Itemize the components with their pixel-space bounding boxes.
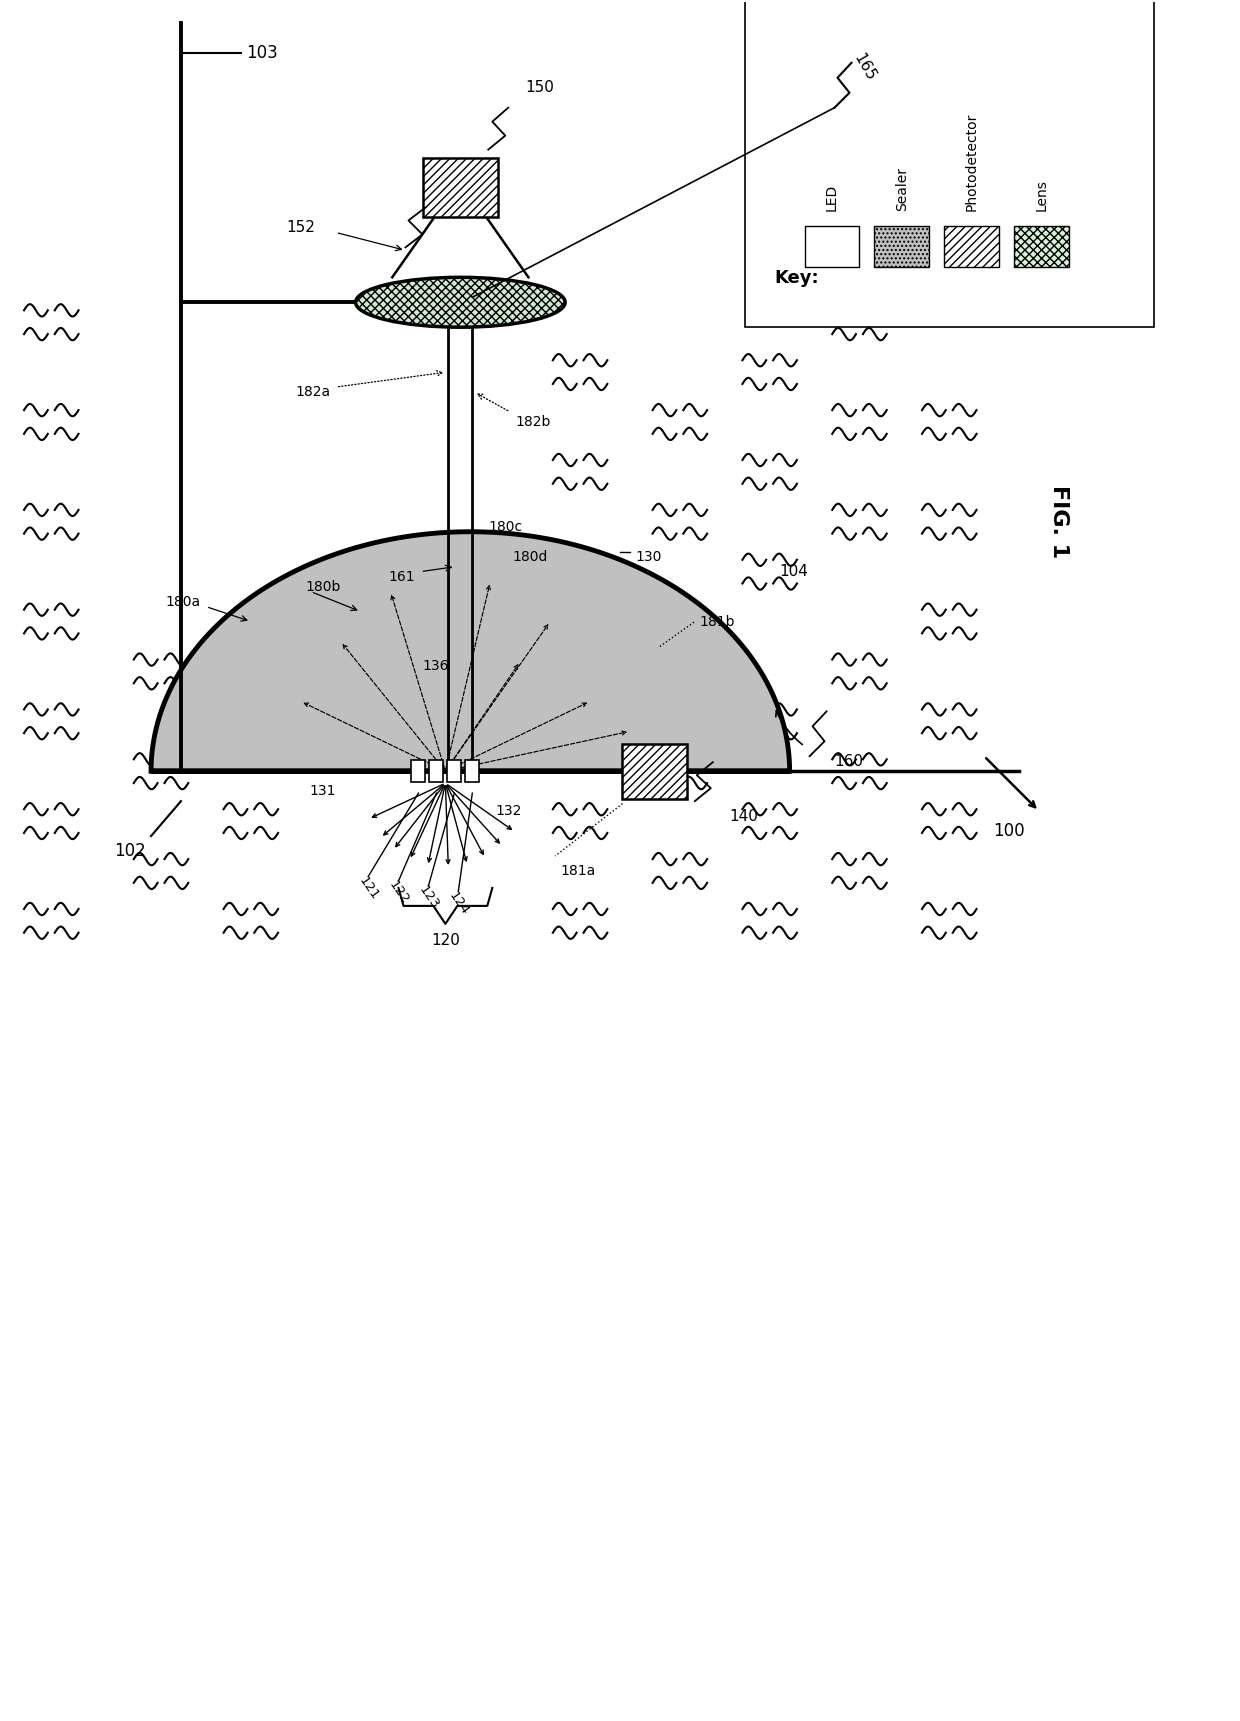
Text: 182b: 182b (516, 415, 551, 429)
Text: 130: 130 (635, 549, 661, 564)
Text: Lens: Lens (1034, 179, 1049, 212)
Text: Photodetector: Photodetector (965, 114, 978, 212)
Text: 100: 100 (993, 823, 1025, 840)
Text: 161: 161 (389, 570, 415, 583)
Bar (945, 225, 999, 267)
Text: 180c: 180c (489, 520, 522, 534)
Bar (412, 761, 425, 781)
Text: 104: 104 (780, 564, 808, 580)
Ellipse shape (356, 277, 565, 327)
Text: 124: 124 (445, 888, 471, 917)
Text: 140: 140 (730, 809, 759, 824)
Bar (429, 761, 444, 781)
Polygon shape (151, 532, 790, 771)
Text: 102: 102 (114, 842, 146, 860)
Bar (465, 761, 480, 781)
Text: 150: 150 (526, 81, 554, 95)
Bar (1014, 225, 1069, 267)
Text: 123: 123 (415, 885, 441, 912)
Text: 132: 132 (495, 804, 522, 817)
Text: 182a: 182a (295, 386, 331, 399)
Text: LED: LED (825, 184, 839, 212)
Bar (874, 225, 929, 267)
Text: 103: 103 (246, 43, 278, 62)
Text: FIG. 1: FIG. 1 (1049, 485, 1069, 558)
Text: 180a: 180a (166, 594, 201, 609)
Bar (448, 761, 461, 781)
Text: 131: 131 (309, 785, 336, 799)
Text: 181b: 181b (699, 614, 735, 628)
Text: 180b: 180b (306, 580, 341, 594)
Text: 181a: 181a (560, 864, 595, 878)
Text: 122: 122 (386, 879, 412, 907)
Text: 165: 165 (851, 52, 878, 84)
Text: Sealer: Sealer (895, 167, 909, 212)
Text: 152: 152 (286, 220, 316, 236)
Text: Key:: Key: (775, 268, 820, 287)
Bar (805, 225, 859, 267)
FancyBboxPatch shape (745, 0, 1153, 327)
Text: 136: 136 (422, 659, 449, 673)
Text: 121: 121 (356, 874, 381, 902)
Bar (622, 743, 687, 799)
Text: 160: 160 (835, 754, 863, 769)
Text: 180d: 180d (512, 549, 548, 564)
Text: 120: 120 (432, 933, 460, 948)
Bar (423, 158, 497, 217)
